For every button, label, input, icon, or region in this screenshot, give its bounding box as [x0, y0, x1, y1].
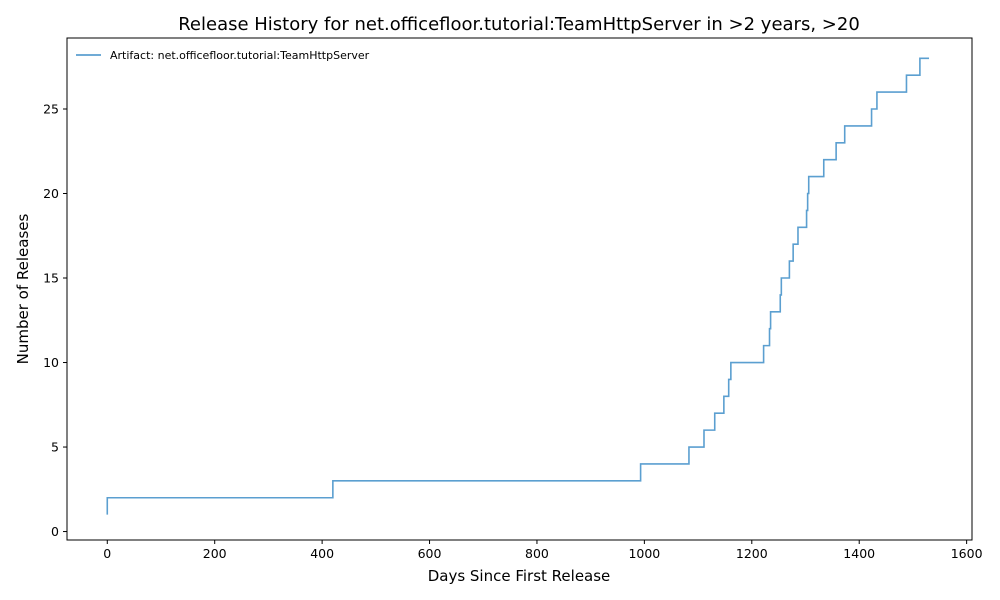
- plot-frame: [66, 37, 973, 541]
- x-tick-label: 1400: [843, 546, 875, 561]
- axis-ticks: 0 200 400 600 800 1000 1200 1400 1600 0 5 10 15 20 25: [43, 101, 982, 561]
- x-tick-label: 800: [525, 546, 549, 561]
- plot-series: [106, 57, 930, 515]
- x-tick-label: 400: [310, 546, 334, 561]
- x-tick-label: 600: [418, 546, 442, 561]
- y-tick-label: 20: [43, 186, 59, 201]
- y-tick-label: 10: [43, 355, 59, 370]
- series-step-line: [106, 57, 930, 515]
- x-tick-label: 1200: [736, 546, 768, 561]
- x-axis-label: Days Since First Release: [428, 567, 611, 585]
- x-tick-label: 1000: [628, 546, 660, 561]
- y-tick-label: 25: [43, 101, 59, 116]
- y-axis-label: Number of Releases: [14, 213, 32, 364]
- x-tick-label: 0: [103, 546, 111, 561]
- legend: Artifact: net.officefloor.tutorial:TeamH…: [76, 49, 370, 62]
- y-tick-label: 0: [51, 524, 59, 539]
- x-tick-label: 1600: [951, 546, 983, 561]
- x-tick-label: 200: [203, 546, 227, 561]
- chart-title: Release History for net.officefloor.tuto…: [178, 14, 860, 35]
- y-tick-label: 15: [43, 271, 59, 286]
- legend-label: Artifact: net.officefloor.tutorial:TeamH…: [110, 49, 370, 62]
- y-tick-label: 5: [51, 440, 59, 455]
